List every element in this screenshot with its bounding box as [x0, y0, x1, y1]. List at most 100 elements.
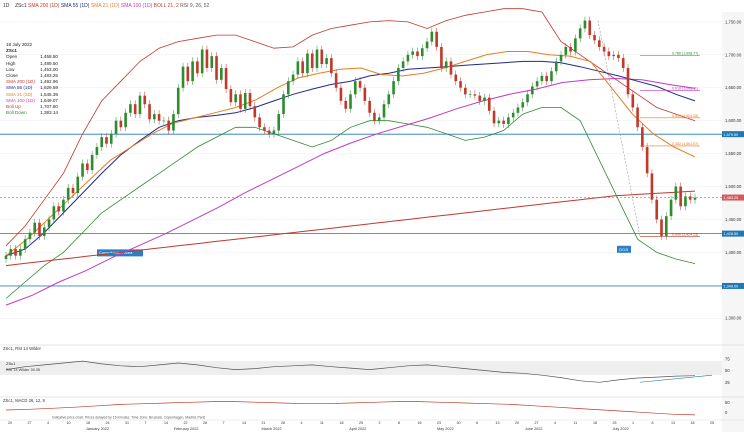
candle-body [162, 120, 166, 122]
x-tick-label: 27 [28, 421, 32, 425]
candle-body [148, 104, 151, 120]
legend-row-value: 1,458.50 [40, 54, 58, 60]
candle-body [588, 20, 592, 36]
candle-body [411, 51, 415, 55]
x-tick-label: 25 [710, 421, 714, 425]
x-tick-label: 4 [301, 421, 303, 425]
candle-body [401, 61, 405, 68]
x-month-label: May 2022 [437, 427, 454, 431]
legend-row: High 1,489.50 [6, 61, 58, 67]
legend-row-label: Boll Down [6, 110, 27, 116]
y-tick-label: 1,450.00 [725, 217, 742, 222]
candle-body [497, 120, 501, 124]
timeframe-label[interactable]: 1D [3, 3, 10, 9]
candle-body [176, 87, 180, 115]
candle-body [621, 58, 625, 68]
study-label[interactable]: RSI 9, 26, 52 [178, 3, 210, 9]
candle-body [440, 46, 443, 68]
candle-body [531, 86, 534, 95]
x-tick-label: 23 [437, 421, 441, 425]
candle-body [66, 187, 70, 200]
doji-annotation-box [617, 245, 631, 253]
candle-body [502, 120, 505, 124]
fib-level-label: 0.618 (1,646.11) [672, 86, 698, 90]
y-tick-label: 1,700.00 [725, 52, 742, 57]
legend-row: SMA 55 (1D) 1,629.59 [6, 85, 58, 91]
candle-body [47, 219, 51, 228]
x-tick-label: 28 [281, 421, 285, 425]
rsi-panel-title: ZSc1, RSI 14 Wilder [3, 346, 42, 351]
level-price-label: 1,579.50 [724, 133, 739, 137]
candle-body [186, 66, 190, 82]
bollinger-lower-line [5, 107, 696, 299]
candle-body [109, 133, 113, 144]
candle-body [674, 186, 678, 200]
rsi-band [0, 361, 722, 375]
legend-date: 18 July 2022 [6, 42, 33, 47]
candle-body [310, 53, 314, 68]
x-tick-label: 7 [223, 421, 225, 425]
x-month-label: July 2022 [613, 427, 629, 431]
y-tick-label: 1,600.00 [725, 118, 742, 123]
candle-body [478, 95, 481, 101]
macd-panel-title: ZSc1, MACD 26, 12, 9 [3, 398, 46, 403]
sma55-line [5, 60, 696, 257]
candle-body [349, 94, 352, 109]
instrument-label[interactable]: ZSc1 [14, 3, 27, 9]
x-tick-label: 6 [476, 421, 478, 425]
candle-body [373, 112, 376, 121]
candle-body [569, 46, 572, 52]
candle-body [597, 40, 601, 47]
legend-row: Open 1,458.50 [6, 54, 58, 60]
candle-body [679, 186, 682, 207]
candle-body [243, 93, 247, 109]
candle-body [42, 227, 46, 236]
candle-body [641, 127, 644, 148]
candle-body [545, 75, 548, 82]
candle-body [535, 81, 539, 87]
study-label[interactable]: SMA 55 (1D) [59, 3, 90, 9]
study-label[interactable]: BOLL 21, 2 [152, 3, 179, 9]
study-label[interactable]: SMA 100 (1D) [119, 3, 153, 9]
legend-row-label: High [6, 60, 16, 66]
x-tick-label: 7 [145, 421, 147, 425]
candle-body [406, 54, 410, 62]
legend-row-label: SMA 100 (1D) [6, 97, 35, 103]
y-tick-label: 1,400.00 [725, 250, 742, 255]
candle-body [684, 196, 687, 207]
candle-body [14, 249, 17, 256]
rsi-tick-label: 75 [725, 356, 730, 361]
candle-body [368, 100, 371, 113]
x-tick-label: 13 [671, 421, 675, 425]
candle-body [363, 87, 367, 101]
candle-body [358, 81, 362, 88]
candle-body [669, 199, 673, 217]
candle-body [105, 137, 108, 144]
y-tick-label: 1,300.00 [725, 316, 742, 321]
legend-row-value: 1,492.96 [40, 79, 58, 85]
candle-body [430, 31, 434, 42]
rsi-tick-label: 25 [725, 380, 730, 385]
rsi-sub-symbol: ZSc1 [6, 361, 16, 366]
candle-body [420, 48, 424, 57]
candle-body [129, 104, 132, 113]
candle-body [267, 130, 271, 134]
candle-body [344, 100, 348, 109]
study-label[interactable]: SMA 21 (1D) [89, 3, 120, 9]
macd-line [5, 401, 696, 416]
legend-row-label: Open [6, 54, 18, 60]
candle-body [626, 67, 630, 95]
candle-body [196, 61, 199, 74]
candle-body [392, 81, 395, 95]
study-label[interactable]: SMA 200 (1D) [28, 3, 60, 9]
candle-body [487, 97, 491, 111]
sma100-line [5, 77, 696, 306]
candle-body [114, 120, 118, 134]
macd-tick-label: 50 [725, 400, 730, 405]
fib-level-label: 0.000 (1,424.23) [672, 232, 698, 236]
candle-body [181, 66, 185, 88]
x-tick-label: 10 [67, 421, 71, 425]
candle-body [282, 94, 285, 115]
candle-body [454, 74, 458, 82]
